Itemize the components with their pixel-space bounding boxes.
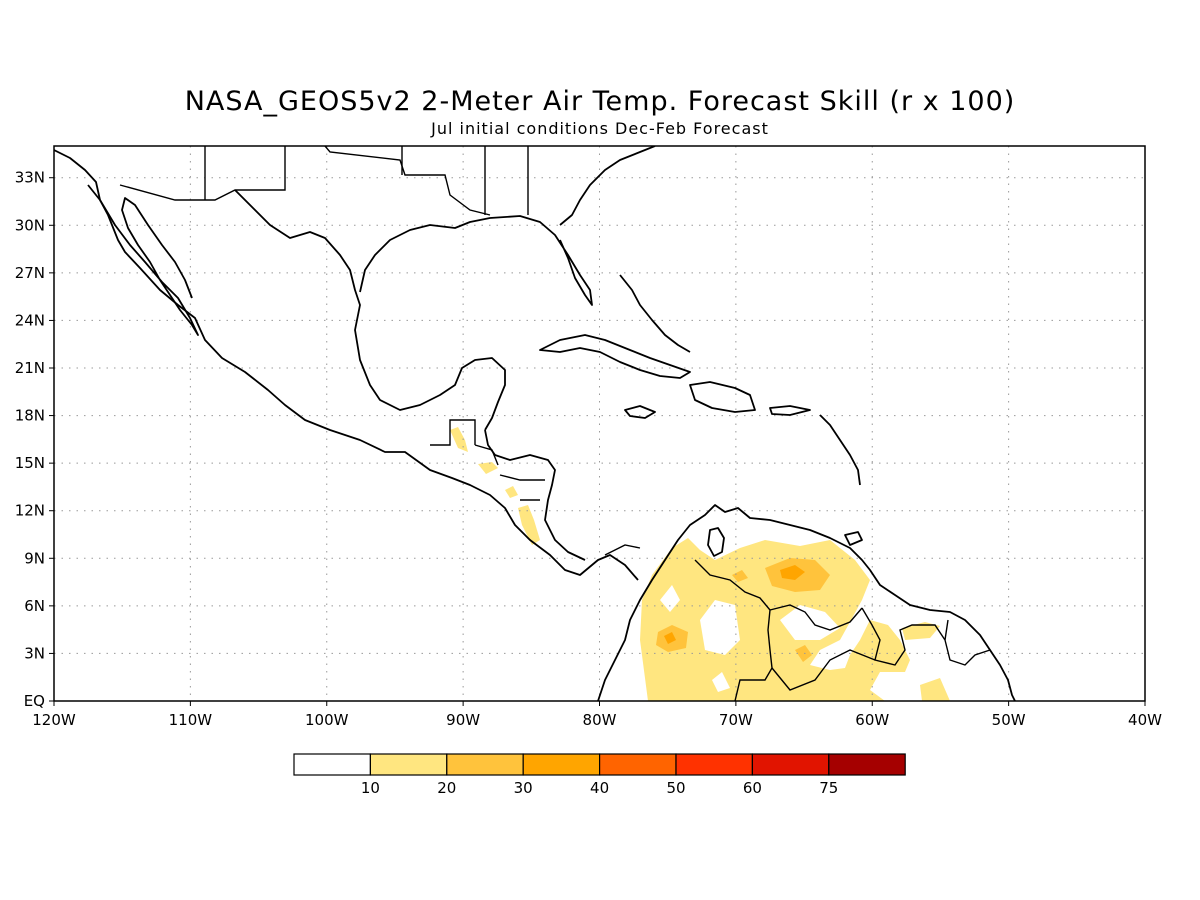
shade-hole-2 <box>780 605 840 640</box>
colorbar-label: 40 <box>590 779 609 797</box>
shade-venezuela-30-40 <box>780 565 805 580</box>
colorbar-swatch <box>446 753 524 776</box>
lon-label: 50W <box>992 711 1026 729</box>
colorbar: 10 20 30 40 50 60 75 <box>293 753 906 797</box>
colorbar-swatch <box>675 753 754 776</box>
lat-label: EQ <box>24 692 45 710</box>
shade-guianas <box>902 622 940 640</box>
lon-label: 120W <box>32 711 76 729</box>
shade-brazil-east <box>920 678 950 701</box>
shade-colombia-30-40 <box>664 632 676 644</box>
lat-label: 18N <box>15 407 45 425</box>
lat-label: 9N <box>24 549 45 567</box>
lon-label: 40W <box>1128 711 1162 729</box>
shade-hole-3 <box>660 585 680 612</box>
lat-label: 15N <box>15 454 45 472</box>
colorbar-label: 10 <box>361 779 380 797</box>
colorbar-swatch <box>369 753 448 776</box>
colorbar-label: 50 <box>666 779 685 797</box>
lat-label: 24N <box>15 311 45 329</box>
lon-label: 80W <box>583 711 617 729</box>
shade-patch-20-30-a <box>795 645 812 662</box>
colorbar-swatch <box>522 753 601 776</box>
shade-honduras <box>478 462 498 474</box>
lat-label: 27N <box>15 264 45 282</box>
shade-hole-4 <box>712 672 730 692</box>
colorbar-swatch <box>293 753 372 776</box>
lat-label: 3N <box>24 644 45 662</box>
chart-subtitle: Jul initial conditions Dec-Feb Forecast <box>431 119 769 138</box>
lat-label: 6N <box>24 597 45 615</box>
colorbar-label: 20 <box>437 779 456 797</box>
colorbar-swatch <box>828 753 906 776</box>
colorbar-label: 75 <box>819 779 838 797</box>
shade-costarica <box>518 505 540 545</box>
chart-title: NASA_GEOS5v2 2-Meter Air Temp. Forecast … <box>184 86 1016 117</box>
lat-label: 12N <box>15 502 45 520</box>
longitude-labels: 120W 110W 100W 90W 80W 70W 60W 50W 40W <box>32 701 1162 729</box>
coastlines <box>54 146 1016 701</box>
lon-label: 70W <box>719 711 753 729</box>
shade-southamerica-10-20 <box>640 538 910 701</box>
lat-label: 30N <box>15 216 45 234</box>
lon-label: 90W <box>446 711 480 729</box>
lon-label: 60W <box>855 711 889 729</box>
lat-label: 21N <box>15 359 45 377</box>
colorbar-swatch <box>751 753 830 776</box>
latitude-labels: EQ 3N 6N 9N 12N 15N 18N 21N 24N 27N 30N 33N <box>15 169 54 710</box>
colorbar-label: 30 <box>514 779 533 797</box>
lon-label: 100W <box>305 711 349 729</box>
skill-shading <box>450 427 950 701</box>
shade-patch-20-30-b <box>732 570 748 582</box>
shade-guatemala <box>450 427 468 452</box>
colorbar-label: 60 <box>743 779 762 797</box>
borders <box>119 146 991 701</box>
lat-label: 33N <box>15 169 45 187</box>
lon-label: 110W <box>169 711 213 729</box>
shade-nicaragua <box>505 486 518 498</box>
colorbar-swatch <box>598 753 677 776</box>
shade-hole-1 <box>700 600 740 655</box>
grid-lines <box>54 146 1145 701</box>
